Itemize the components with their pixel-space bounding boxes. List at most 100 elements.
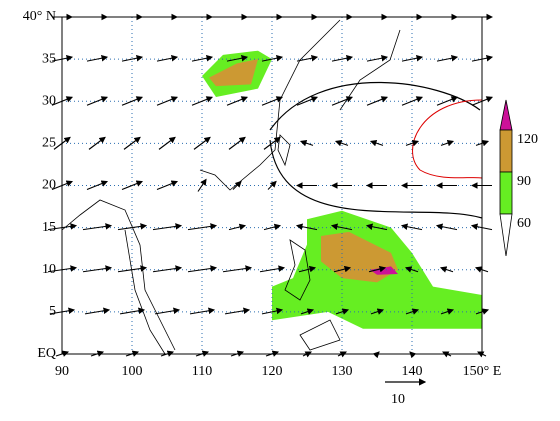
plot-frame xyxy=(61,16,483,355)
wind-vector xyxy=(228,223,247,231)
wind-vector xyxy=(263,136,281,150)
wind-vector xyxy=(261,54,284,62)
colorbar-segment xyxy=(499,129,513,173)
wind-vector xyxy=(295,223,318,231)
wind-vector xyxy=(117,223,148,231)
wind-vector xyxy=(224,307,251,315)
wind-vector xyxy=(121,54,144,62)
rain-area xyxy=(209,59,258,87)
wind-vector xyxy=(86,54,109,62)
wind-vector xyxy=(401,96,424,106)
wind-vector xyxy=(232,180,242,190)
wind-vector xyxy=(335,308,350,315)
wind-vector xyxy=(439,266,454,273)
wind-vector xyxy=(334,139,349,147)
wind-vector xyxy=(156,180,179,191)
wind-vector xyxy=(187,223,218,231)
wind-vector xyxy=(369,139,384,147)
x-tick-label: 140 xyxy=(402,364,423,379)
wind-vector xyxy=(222,265,253,273)
wind-vector xyxy=(82,223,113,231)
wind-vector xyxy=(228,136,246,150)
y-tick-label: 30 xyxy=(42,93,56,108)
y-tick-label: 40° N xyxy=(23,9,56,24)
wind-vector xyxy=(366,96,389,106)
colorbar-segment xyxy=(499,171,513,215)
wind-vector xyxy=(401,54,424,62)
wind-vector xyxy=(82,265,113,273)
x-tick-label: 150° E xyxy=(463,364,502,379)
colorbar-label: 60 xyxy=(517,216,531,231)
wind-vector xyxy=(435,223,458,231)
wind-vector xyxy=(370,308,385,315)
wind-vector xyxy=(267,180,277,190)
wind-vector xyxy=(405,139,420,147)
wind-vector xyxy=(440,308,455,315)
colorbar: 120 90 60 xyxy=(499,99,538,257)
wind-vector xyxy=(152,223,183,231)
wind-vector xyxy=(404,266,419,273)
wind-vector xyxy=(368,265,387,273)
colorbar-extend xyxy=(499,99,513,131)
y-tick-label: 5 xyxy=(49,304,56,319)
wind-vector xyxy=(84,307,111,315)
wind-vector xyxy=(117,265,148,273)
wind-vector xyxy=(366,54,389,62)
wind-vector xyxy=(226,54,249,62)
y-tick-label: 25 xyxy=(42,136,56,151)
wind-vector xyxy=(121,180,144,191)
wind-vector xyxy=(263,223,282,231)
wind-vector xyxy=(299,139,314,147)
wind-vector xyxy=(189,307,216,315)
colorbar-label: 90 xyxy=(517,174,531,189)
y-tick-label: 10 xyxy=(42,262,56,277)
wind-vector xyxy=(156,96,179,106)
wind-vector xyxy=(259,265,286,273)
wind-vector xyxy=(330,223,353,231)
wind-vector xyxy=(187,265,218,273)
wind-vector xyxy=(191,96,214,106)
wind-vector xyxy=(296,96,319,106)
wind-vector xyxy=(440,139,455,147)
wind-vector xyxy=(261,307,284,315)
wind-vector xyxy=(261,96,284,106)
reference-label: 10 xyxy=(391,392,405,407)
wind-vector xyxy=(365,223,388,231)
y-tick-label: 20 xyxy=(42,178,56,193)
wind-vector xyxy=(158,136,176,150)
wind-vector xyxy=(436,96,459,106)
wind-vector xyxy=(298,265,317,273)
wind-vector xyxy=(156,54,179,62)
wind-vector xyxy=(226,96,249,106)
wind-vector xyxy=(296,54,319,62)
wind-vector xyxy=(300,308,315,315)
colorbar-extend xyxy=(499,213,513,257)
y-tick-label: EQ xyxy=(37,346,56,361)
x-tick-label: 100 xyxy=(122,364,143,379)
colorbar-label: 120 xyxy=(517,132,538,147)
wind-vector xyxy=(191,54,214,62)
wind-vector xyxy=(331,96,354,106)
y-tick-label: 15 xyxy=(42,220,56,235)
wind-vector xyxy=(121,96,144,106)
wind-vector xyxy=(119,307,146,315)
wind-vector xyxy=(197,178,207,192)
wind-vector xyxy=(152,265,183,273)
wind-vector xyxy=(123,136,141,150)
wind-vector xyxy=(400,223,423,231)
wind-vector xyxy=(333,265,352,273)
wind-vector xyxy=(436,54,459,62)
wind-vector xyxy=(88,136,106,150)
wind-vector xyxy=(331,54,354,62)
x-tick-label: 110 xyxy=(192,364,212,379)
wind-vector xyxy=(154,307,181,315)
wind-vector xyxy=(86,180,109,191)
x-tick-label: 120 xyxy=(262,364,283,379)
wind-vector xyxy=(193,136,211,150)
x-tick-label: 90 xyxy=(55,364,69,379)
wind-vector xyxy=(405,308,420,315)
y-tick-label: 35 xyxy=(42,51,56,66)
wind-vector xyxy=(86,96,109,106)
x-tick-label: 130 xyxy=(332,364,353,379)
